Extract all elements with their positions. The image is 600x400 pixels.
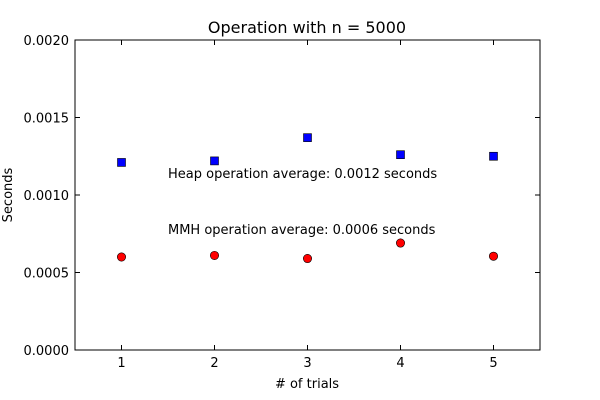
mmh-data-point bbox=[302, 254, 312, 264]
heap-data-point bbox=[396, 150, 405, 159]
heap-data-point bbox=[489, 151, 498, 161]
heap-data-point bbox=[303, 133, 312, 142]
plot-area: 1 2 3 4 5 0.0000 0.0005 0.0010 0.0015 0.0020 Heap … bbox=[24, 34, 541, 371]
y-tick-label: 0.0000 bbox=[24, 344, 70, 359]
x-axis-label: # of trials bbox=[275, 377, 339, 392]
mmh-average-annotation: MMH operation average: 0.0006 seconds bbox=[168, 223, 436, 238]
x-tick-label: 1 bbox=[117, 356, 125, 371]
y-tick-label: 0.0010 bbox=[24, 189, 70, 204]
y-axis-label: Seconds bbox=[1, 167, 16, 222]
mmh-data-point bbox=[488, 251, 498, 261]
mmh-data-point bbox=[117, 252, 127, 262]
x-tick-label: 4 bbox=[396, 356, 404, 371]
y-tick-label: 0.0015 bbox=[24, 112, 70, 127]
heap-data-point bbox=[117, 158, 126, 167]
x-tick-label: 5 bbox=[489, 356, 497, 371]
mmh-data-point bbox=[395, 238, 405, 248]
heap-data-point bbox=[210, 156, 219, 166]
mmh-data-point bbox=[210, 250, 220, 260]
x-tick-label: 3 bbox=[303, 356, 311, 371]
y-tick-label: 0.0005 bbox=[24, 267, 70, 282]
y-tick-label: 0.0020 bbox=[24, 34, 70, 49]
plot-frame bbox=[74, 39, 541, 351]
x-tick-label: 2 bbox=[210, 356, 218, 371]
chart-title: Operation with n = 5000 bbox=[208, 18, 406, 37]
heap-average-annotation: Heap operation average: 0.0012 seconds bbox=[168, 167, 437, 182]
